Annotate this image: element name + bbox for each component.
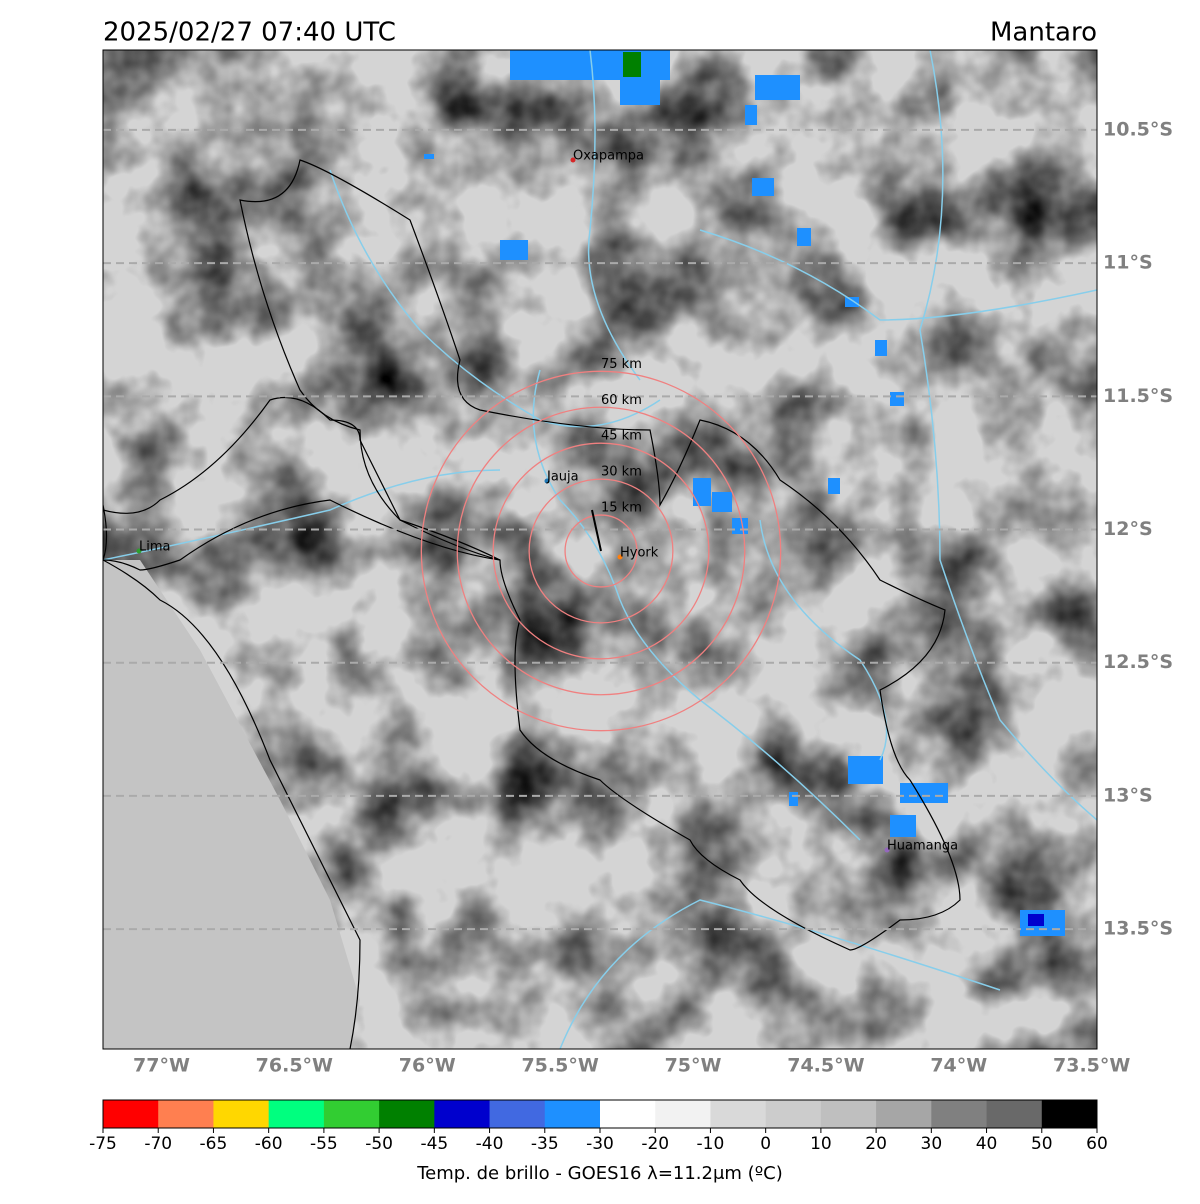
distance-ring	[456, 406, 746, 696]
city-label: Hyork	[620, 546, 659, 561]
colorbar-segment	[655, 1100, 711, 1128]
colorbar-tick-label: -20	[641, 1134, 669, 1154]
colorbar-tick-label: -70	[144, 1134, 172, 1154]
city-dot	[544, 478, 550, 484]
lat-grid	[103, 128, 1097, 931]
ring-label: 60 km	[601, 393, 642, 408]
city-dot	[617, 554, 623, 560]
colorbar-tick-label: -60	[255, 1134, 283, 1154]
colorbar-tick-label: -50	[365, 1134, 393, 1154]
lat-label: 12°S	[1103, 518, 1153, 540]
colorbar-segment	[765, 1100, 822, 1128]
rivers	[103, 50, 1097, 1049]
colorbar-tick-label: -10	[697, 1134, 725, 1154]
distance-ring	[528, 478, 674, 624]
city-dot	[136, 548, 142, 554]
lon-label: 76.5°W	[256, 1055, 333, 1077]
city-label: Huamanga	[887, 839, 958, 854]
colorbar-tick-label: 40	[976, 1134, 998, 1154]
colorbar-segment	[544, 1100, 601, 1128]
rings: 15 km 30 km 45 km 60 km 75 km	[420, 357, 782, 732]
city-label: Jauja	[546, 470, 579, 485]
colorbar-segment	[489, 1100, 546, 1128]
lat-label: 12.5°S	[1103, 651, 1173, 673]
trajectory	[591, 509, 602, 552]
lat-label: 11°S	[1103, 252, 1153, 274]
colorbar-tick-label: -40	[476, 1134, 504, 1154]
colorbar-tick-label: -65	[200, 1134, 228, 1154]
city-dot	[570, 157, 576, 163]
very-cold-cloud	[1028, 914, 1044, 926]
axis-labels: 10.5°S 11°S 11.5°S 12°S 12.5°S 13°S 13.5°S 77°W…	[133, 118, 1173, 1076]
colorbar-segment	[323, 1100, 380, 1128]
lat-label: 11.5°S	[1103, 385, 1173, 407]
ring-label: 15 km	[601, 501, 642, 516]
lon-label: 76°W	[399, 1055, 456, 1077]
colorbar-segment	[268, 1100, 325, 1128]
lat-label: 13°S	[1103, 784, 1153, 806]
lat-label: 13.5°S	[1103, 918, 1173, 940]
colorbar-tick-label: 10	[810, 1134, 832, 1154]
colorbar-segment	[931, 1100, 988, 1128]
distance-ring	[564, 514, 638, 588]
colorbar-segment	[710, 1100, 767, 1128]
colorbar-segment	[379, 1100, 435, 1128]
colorbar-segment	[600, 1100, 656, 1128]
colorbar-tick-label: -75	[89, 1134, 117, 1154]
colorbar-segment	[158, 1100, 214, 1128]
colorbar-tick-label: 60	[1086, 1134, 1108, 1154]
lon-label: 74.5°W	[787, 1055, 864, 1077]
lon-label: 73.5°W	[1053, 1055, 1130, 1077]
city-label: Lima	[139, 540, 170, 555]
very-cold-cloud	[623, 52, 641, 77]
colorbar-tick-label: 0	[760, 1134, 771, 1154]
title: 2025/02/27 07:40 UTC	[103, 18, 396, 48]
colorbar: -75 -70 -65 -60 -55 -50 -45 -40 -35 -30 -20 -10 0 10 2…	[89, 1099, 1108, 1154]
colorbar-tick-label: 50	[1031, 1134, 1053, 1154]
city-dot	[884, 847, 890, 853]
map-frame	[102, 49, 1098, 1050]
distance-ring	[492, 442, 710, 660]
colorbar-segment	[1041, 1100, 1098, 1128]
region-name: Mantaro	[990, 18, 1097, 48]
colorbar-segment	[986, 1100, 1043, 1128]
lon-label: 77°W	[133, 1055, 190, 1077]
ocean	[103, 560, 360, 1049]
cities: Oxapampa Jauja Lima Hyork Huamanga	[136, 149, 958, 854]
colorbar-segment	[434, 1100, 491, 1128]
colorbar-tick-label: -55	[310, 1134, 338, 1154]
boundaries	[103, 159, 961, 1049]
distance-ring	[420, 370, 782, 732]
city-label: Oxapampa	[573, 149, 644, 164]
colorbar-tick-label: -30	[586, 1134, 614, 1154]
lon-label: 75°W	[665, 1055, 722, 1077]
colorbar-segment	[103, 1100, 159, 1128]
colorbar-segment	[820, 1100, 877, 1128]
colorbar-tick-label: -45	[420, 1134, 448, 1154]
ring-label: 45 km	[601, 429, 642, 444]
ring-label: 30 km	[601, 465, 642, 480]
lat-label: 10.5°S	[1103, 118, 1173, 140]
lon-label: 75.5°W	[521, 1055, 598, 1077]
colorbar-tick-label: 20	[865, 1134, 887, 1154]
colorbar-tick-label: -35	[531, 1134, 559, 1154]
colorbar-tick-label: 30	[921, 1134, 943, 1154]
colorbar-label: Temp. de brillo - GOES16 λ=11.2μm (ºC)	[416, 1163, 783, 1184]
colorbar-segment	[213, 1100, 270, 1128]
lon-label: 74°W	[930, 1055, 987, 1077]
ring-label: 75 km	[601, 357, 642, 372]
colorbar-segment	[876, 1100, 932, 1128]
map-area: 15 km 30 km 45 km 60 km 75 km Oxapampa Jauja L…	[103, 50, 1097, 1049]
